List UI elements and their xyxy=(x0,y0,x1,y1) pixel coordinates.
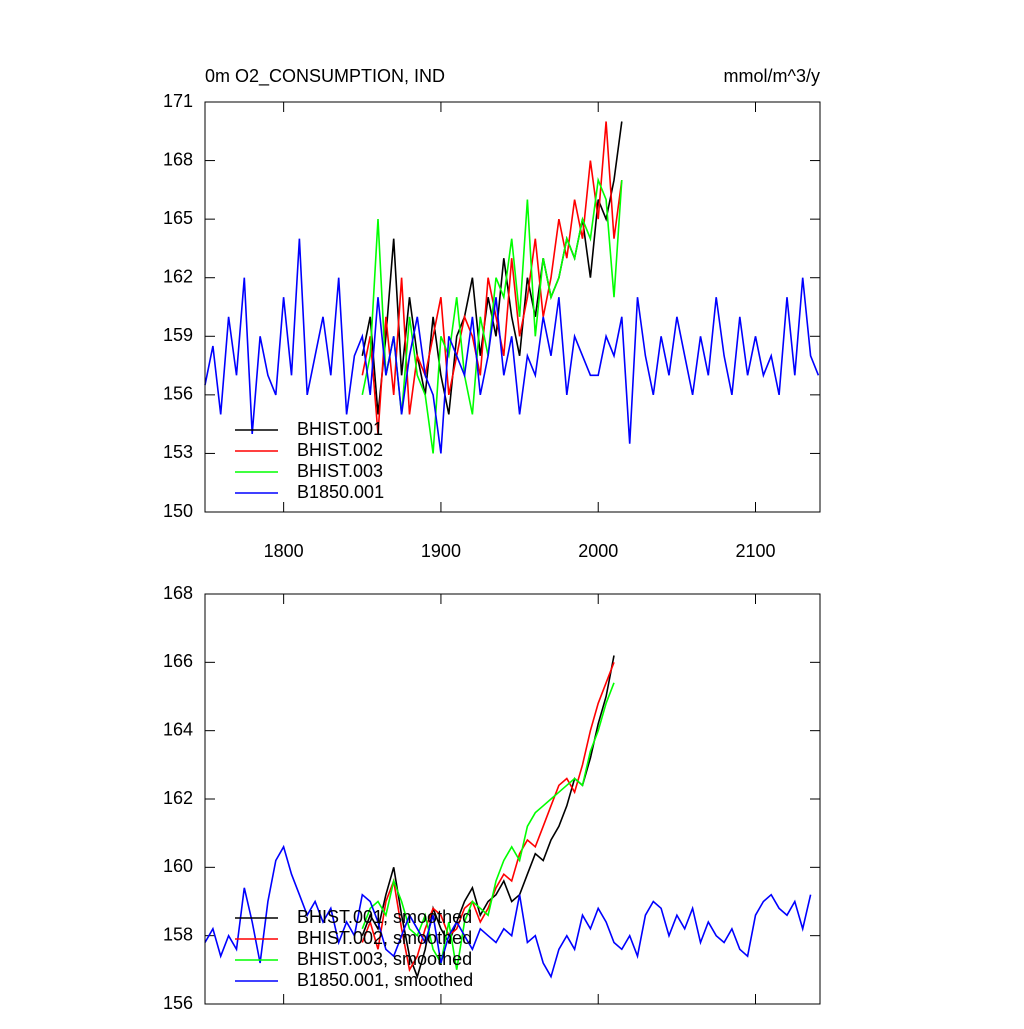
y-tick-label: 160 xyxy=(163,856,193,876)
y-tick-label: 168 xyxy=(163,149,193,169)
y-tick-label: 153 xyxy=(163,442,193,462)
series-line xyxy=(204,238,820,454)
legend-label: B1850.001 xyxy=(297,482,384,502)
legend-label: BHIST.003, smoothed xyxy=(297,949,472,969)
x-tick-label: 2000 xyxy=(578,541,618,561)
y-tick-label: 162 xyxy=(163,266,193,286)
y-tick-label: 168 xyxy=(163,583,193,603)
legend-label: BHIST.002 xyxy=(297,440,383,460)
chart-title: 0m O2_CONSUMPTION, IND xyxy=(205,66,445,87)
legend-label: BHIST.003 xyxy=(297,461,383,481)
y-tick-label: 165 xyxy=(163,208,193,228)
y-tick-label: 156 xyxy=(163,993,193,1013)
series-line xyxy=(361,662,615,973)
legend-label: BHIST.001 xyxy=(297,419,383,439)
plot-frame xyxy=(204,101,821,513)
units-label: mmol/m^3/y xyxy=(724,66,820,86)
series-line xyxy=(361,176,623,454)
legend-label: B1850.001, smoothed xyxy=(297,970,473,990)
y-tick-label: 164 xyxy=(163,719,193,739)
plot-frame xyxy=(204,593,821,1005)
y-tick-label: 156 xyxy=(163,384,193,404)
series-line xyxy=(204,844,812,979)
series-line xyxy=(361,121,623,415)
y-tick-label: 166 xyxy=(163,651,193,671)
x-tick-label: 1800 xyxy=(264,541,304,561)
y-tick-label: 159 xyxy=(163,325,193,345)
y-tick-label: 171 xyxy=(163,91,193,111)
legend-label: BHIST.002, smoothed xyxy=(297,928,472,948)
x-tick-label: 2100 xyxy=(735,541,775,561)
y-tick-label: 150 xyxy=(163,501,193,521)
y-tick-label: 158 xyxy=(163,924,193,944)
series-line xyxy=(361,121,623,434)
series-line xyxy=(361,682,615,970)
x-tick-label: 1900 xyxy=(421,541,461,561)
y-tick-label: 162 xyxy=(163,788,193,808)
legend-label: BHIST.001, smoothed xyxy=(297,907,472,927)
